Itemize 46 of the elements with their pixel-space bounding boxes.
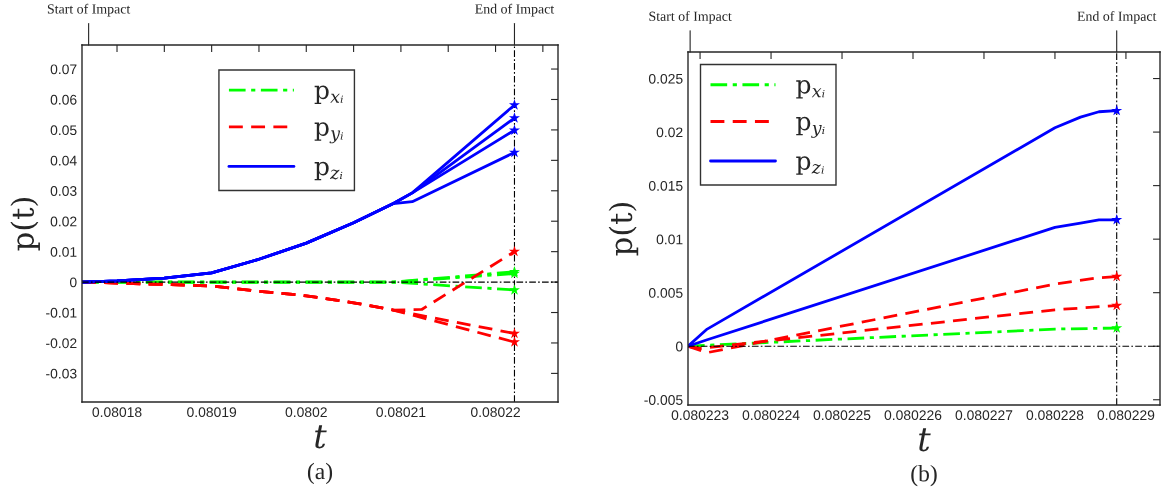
y-tick-label: 0.015 [648,180,683,191]
x-tick-label: 0.080227 [955,410,1013,421]
y-tick-label: 0.05 [50,125,77,136]
y-tick-label: 0.025 [648,73,683,84]
y-tick-label: 0.01 [656,234,683,245]
x-tick-label: 0.080229 [1097,410,1155,421]
y-tick-label: 0.04 [50,155,77,166]
legend-label: p$_{zᵢ}$ [314,161,343,181]
x-tick-label: 0.080228 [1026,410,1084,421]
y-tick-label: 0.02 [656,127,683,138]
legend-label: p$_{xᵢ}$ [796,80,825,99]
ref-line-label: Start of Impact [47,3,131,17]
x-tick-label: 0.080226 [884,410,942,421]
x-tick-label: 0.08019 [187,407,237,418]
x-tick-label: 0.0802 [285,407,327,418]
ref-line-label: End of Impact [475,3,555,17]
text: (b) [911,464,937,487]
y-tick-label: 0.03 [50,186,77,196]
x-axis-title: t [315,425,327,449]
x-axis-title: t [919,428,931,452]
x-tick-label: 0.08018 [92,407,142,418]
y-tick-label: 0.06 [50,94,77,105]
x-tick-label: 0.080224 [742,410,800,421]
y-tick-label: 0.01 [50,246,77,257]
y-tick-label: 0 [675,341,683,352]
y-tick-label: -0.02 [46,338,77,349]
ref-line-label: End of Impact [1077,11,1157,24]
x-tick-label: 0.080225 [813,410,871,421]
y-tick-label: 0.005 [648,288,683,298]
y-tick-label: -0.005 [644,395,683,405]
y-tick-label: -0.01 [46,307,77,318]
legend-label: p$_{xᵢ}$ [314,85,343,105]
y-tick-label: 0.02 [50,216,77,227]
ref-line-label: Start of Impact [649,11,732,24]
y-tick-label: 0.07 [50,64,77,75]
text: (a) [307,462,333,485]
legend-label: p$_{yᵢ}$ [314,122,344,144]
y-axis-title: p(t) [10,198,40,251]
x-tick-label: 0.080223 [671,410,729,421]
y-tick-label: -0.03 [46,368,77,379]
x-tick-label: 0.08022 [470,407,520,418]
x-tick-label: 0.08021 [376,407,426,418]
y-tick-label: 0 [69,277,77,288]
y-axis-title: p(t) [608,203,639,256]
legend-label: p$_{zᵢ}$ [796,156,824,175]
legend-label: p$_{yᵢ}$ [796,116,825,138]
